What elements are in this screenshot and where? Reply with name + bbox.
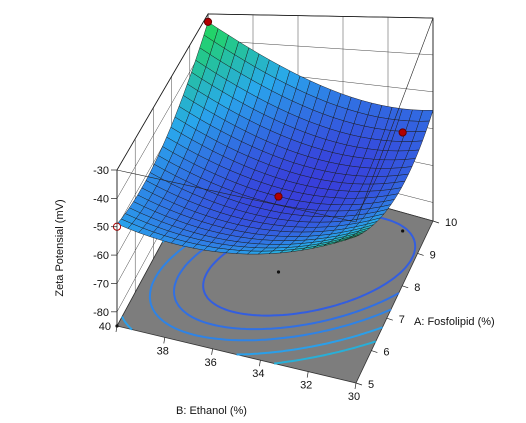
y-tick-label: 40 [99,321,111,333]
x-tick-mark [402,285,409,289]
design-point [398,128,407,137]
design-point [203,17,213,26]
z-tick-label: -70 [93,278,109,290]
x-tick-mark [417,253,424,256]
z-tick-label: -30 [93,165,109,177]
x-tick-label: 7 [399,314,405,326]
y-tick-mark [115,325,118,333]
x-tick-mark [355,382,363,386]
y-axis-title: B: Ethanol (%) [176,405,247,417]
floor-point [276,270,281,274]
surface-cell [344,234,360,241]
y-tick-label: 34 [252,368,264,380]
x-tick-label: 8 [414,282,420,294]
z-tick-label: -60 [93,250,109,262]
x-tick-label: 6 [383,347,389,359]
x-tick-label: 10 [445,217,457,229]
x-tick-label: 9 [430,249,436,261]
box-edge [116,13,209,171]
x-tick-label: 5 [368,379,374,391]
z-tick-label: -50 [93,222,109,234]
z-tick-label: -40 [93,193,109,205]
y-tick-mark [259,360,261,367]
y-tick-label: 32 [300,380,312,392]
box-edge [207,13,434,19]
response-surface [116,21,434,255]
z-axis-title: Zeta Potensial (mV) [54,199,66,296]
design-points [112,17,407,231]
x-tick-mark [371,350,378,353]
floor-point [401,229,405,233]
y-tick-mark [211,348,213,355]
design-point [274,192,283,201]
y-tick-mark [163,337,166,344]
y-tick-mark [354,382,357,390]
box-edge [355,17,434,223]
x-tick-mark [432,220,440,224]
z-tick-label: -80 [93,307,109,319]
x-axis-title: A: Fosfolipid (%) [414,316,495,328]
x-tick-mark [386,317,393,321]
y-tick-label: 36 [204,357,216,369]
axis-ticks: -30 -40 -50 -60 -70 -80 5 6 7 8 9 10 30 32 34 36 38 40 [93,165,457,403]
box-edge [116,169,357,223]
y-tick-mark [306,371,309,378]
y-tick-label: 38 [157,345,169,357]
y-tick-label: 30 [348,391,360,403]
front-box-edges [116,13,434,326]
